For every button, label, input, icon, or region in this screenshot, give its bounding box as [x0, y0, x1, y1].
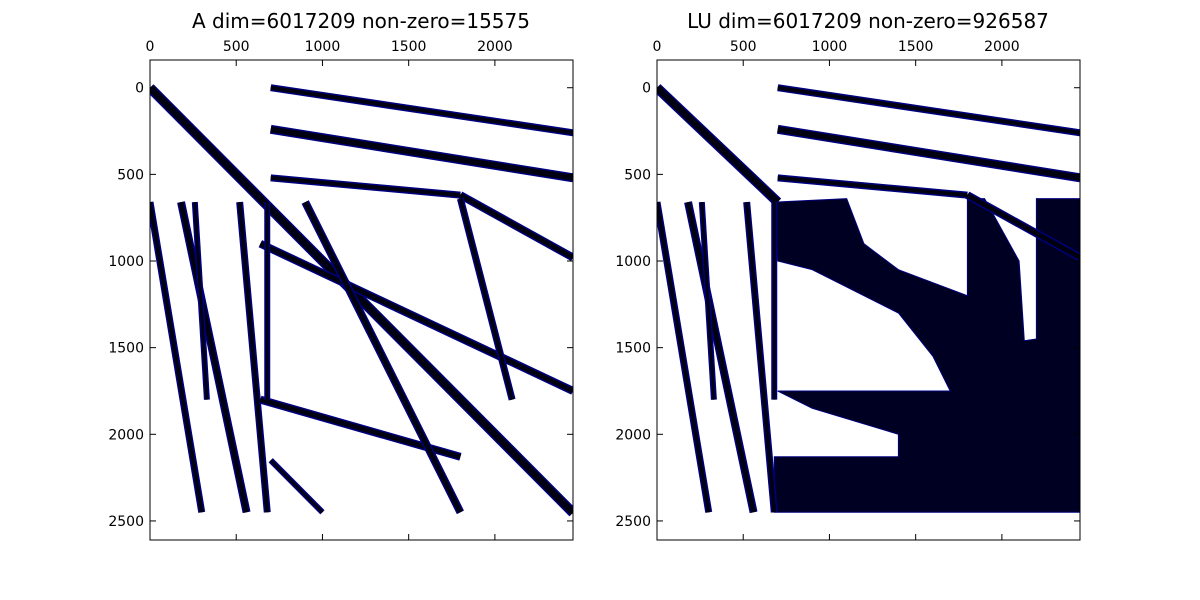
y-tick-label: 2000 — [615, 427, 651, 443]
x-tick-label: 1500 — [898, 39, 934, 55]
x-tick-label: 1000 — [812, 39, 848, 55]
x-tick-label: 2000 — [984, 39, 1020, 55]
marks — [657, 84, 1080, 514]
nonzero-band — [744, 201, 777, 513]
x-tick-label: 500 — [223, 39, 250, 55]
nonzero-band — [777, 85, 1080, 135]
nonzero-band — [237, 201, 270, 513]
plot-frame — [656, 59, 1081, 541]
fill-region — [773, 198, 1080, 513]
nonzero-band — [657, 201, 711, 513]
x-tick-label: 2000 — [477, 39, 513, 55]
nonzero-band — [302, 200, 463, 514]
nonzero-band — [777, 126, 1080, 181]
x-tick-label: 0 — [653, 39, 662, 55]
chart-title: LU dim=6017209 non-zero=926587 — [687, 9, 1049, 33]
y-tick-label: 500 — [624, 167, 651, 183]
y-tick-label: 1000 — [615, 254, 651, 270]
nonzero-band — [700, 202, 716, 400]
nonzero-band — [966, 192, 1080, 260]
marks — [150, 84, 573, 517]
x-tick-label: 1000 — [305, 39, 341, 55]
nonzero-band — [777, 175, 968, 198]
nonzero-band — [269, 459, 324, 514]
nonzero-band — [459, 192, 573, 260]
y-tick-label: 1500 — [108, 341, 144, 357]
nonzero-band — [193, 202, 209, 400]
sparsity-plot-A: A dim=6017209 non-zero=15575 0 500 1000 150… — [108, 9, 574, 541]
y-tick-label: 500 — [117, 167, 144, 183]
y-tick-label: 2500 — [615, 514, 651, 530]
y-tick-label: 0 — [135, 81, 144, 97]
nonzero-band — [178, 201, 250, 513]
nonzero-band — [270, 175, 461, 198]
nonzero-band — [657, 85, 781, 205]
nonzero-band — [685, 201, 757, 513]
y-tick-label: 1500 — [615, 341, 651, 357]
chart-title: A dim=6017209 non-zero=15575 — [192, 9, 530, 33]
nonzero-band — [270, 126, 573, 181]
x-tick-label: 1500 — [391, 39, 427, 55]
y-tick-label: 2500 — [108, 514, 144, 530]
nonzero-band — [150, 201, 204, 513]
nonzero-band — [458, 198, 515, 401]
sparsity-plot-LU: LU dim=6017209 non-zero=926587 0 500 1000 1… — [615, 9, 1081, 541]
x-tick-label: 500 — [730, 39, 757, 55]
nonzero-band — [259, 241, 573, 394]
y-tick-label: 2000 — [108, 427, 144, 443]
nonzero-band — [270, 85, 573, 135]
nonzero-band — [150, 85, 573, 516]
x-tick-label: 0 — [146, 39, 155, 55]
plot-frame — [149, 59, 574, 541]
y-tick-label: 1000 — [108, 254, 144, 270]
y-tick-label: 0 — [642, 81, 651, 97]
